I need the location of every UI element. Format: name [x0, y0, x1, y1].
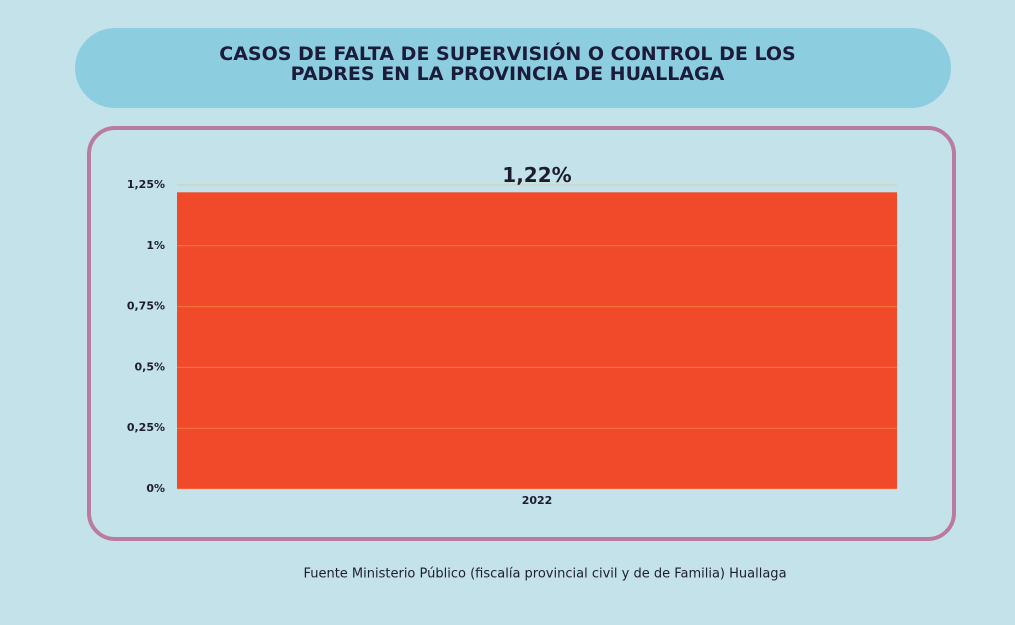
- y-tick-label: 0,75%: [127, 300, 165, 313]
- bar: [177, 192, 897, 489]
- y-tick-label: 1%: [146, 239, 165, 252]
- title-pill: [75, 28, 951, 108]
- chart-title: CASOS DE FALTA DE SUPERVISIÓN O CONTROL …: [219, 43, 796, 85]
- y-tick-label: 0%: [146, 482, 165, 495]
- source: Fuente Ministerio Público (fiscalía prov…: [303, 567, 786, 582]
- title-box: CASOS DE FALTA DE SUPERVISIÓN O CONTROL …: [0, 44, 1015, 84]
- y-tick-label: 0,5%: [134, 360, 165, 373]
- x-tick-label: 2022: [522, 494, 553, 507]
- y-tick-label: 1,25%: [127, 178, 165, 191]
- value-label: 1,22%: [502, 163, 571, 187]
- chart-frame: [87, 126, 956, 541]
- y-tick-label: 0,25%: [127, 421, 165, 434]
